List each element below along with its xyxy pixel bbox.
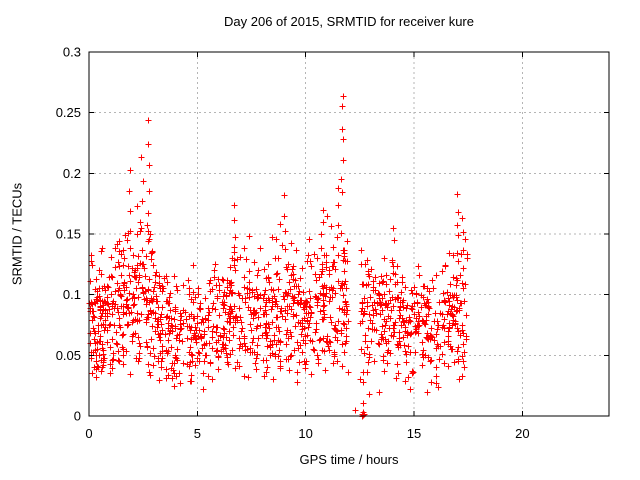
- y-tick-label: 0: [74, 409, 81, 424]
- x-tick-label: 20: [515, 426, 529, 441]
- y-tick-label: 0.3: [63, 45, 81, 60]
- tick-marks: [88, 51, 609, 417]
- y-tick-label: 0.2: [63, 166, 81, 181]
- x-axis-label: GPS time / hours: [299, 452, 399, 467]
- x-tick-label: 10: [298, 426, 312, 441]
- x-tick-label: 5: [194, 426, 201, 441]
- y-tick-label: 0.15: [56, 227, 81, 242]
- scatter-points: [86, 93, 471, 420]
- grid-lines: [89, 52, 609, 416]
- x-tick-label: 15: [407, 426, 421, 441]
- y-tick-label: 0.1: [63, 287, 81, 302]
- chart-title: Day 206 of 2015, SRMTID for receiver kur…: [224, 14, 474, 29]
- y-tick-label: 0.25: [56, 105, 81, 120]
- y-tick-label: 0.05: [56, 348, 81, 363]
- x-tick-label: 0: [85, 426, 92, 441]
